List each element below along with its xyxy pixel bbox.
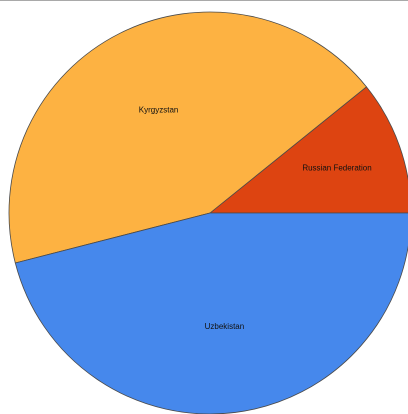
pie-slice-russian-federation [208, 86, 408, 214]
pie-slice-uzbekistan [14, 212, 408, 414]
pie-label-kyrgyzstan: Kyrgyzstan [139, 106, 179, 115]
pie-label-russian-federation: Russian Federation [302, 163, 371, 172]
chart-frame-top-border [0, 0, 408, 1]
pie-slice-kyrgyzstan [8, 11, 368, 264]
pie-slices [8, 11, 408, 414]
pie-label-uzbekistan: Uzbekistan [205, 322, 245, 331]
pie-labels: Russian Federation Kyrgyzstan Uzbekistan [139, 106, 372, 331]
